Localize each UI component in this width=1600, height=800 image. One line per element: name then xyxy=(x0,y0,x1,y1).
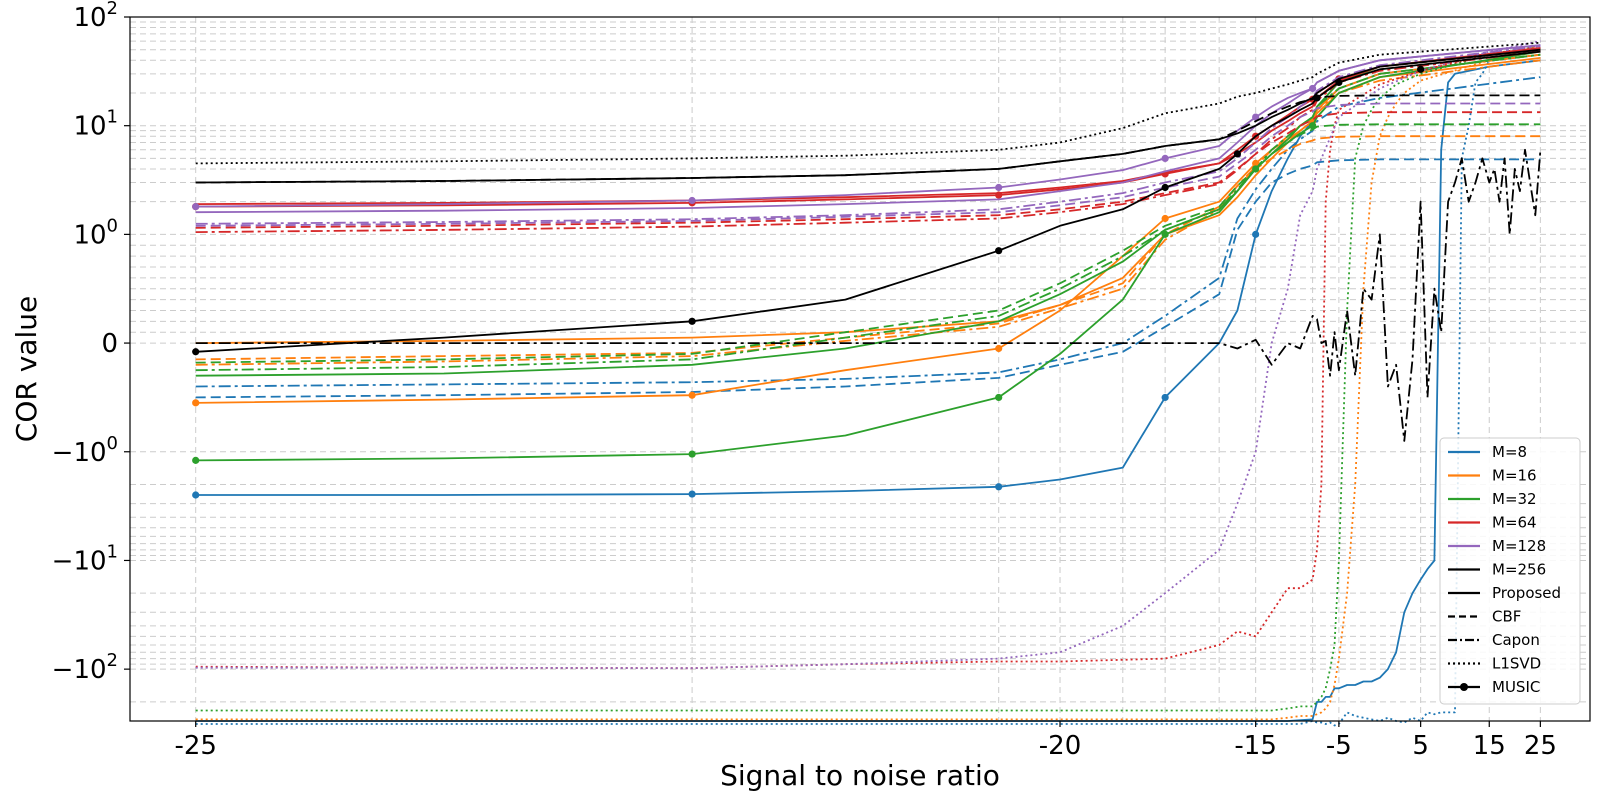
y-tick-label: 100 xyxy=(73,215,118,250)
grid xyxy=(130,16,1590,722)
series-marker xyxy=(1161,154,1169,163)
legend-label: M=32 xyxy=(1492,490,1537,508)
legend-label: MUSIC xyxy=(1492,678,1540,696)
series-marker xyxy=(192,348,200,356)
x-tick-label: -15 xyxy=(1234,731,1276,761)
series-marker xyxy=(995,344,1003,353)
series-line xyxy=(195,148,1542,442)
legend: M=8 M=16 M=32 M=64 M=128 M=256 Proposed CBF Capo… xyxy=(1439,437,1581,705)
series-line xyxy=(195,57,1541,404)
series-marker xyxy=(688,317,696,325)
x-tick-label: 15 xyxy=(1473,731,1506,761)
series-line xyxy=(195,44,1541,721)
y-tick-label: −101 xyxy=(52,541,118,576)
x-tick-labels: -25 -20 -15 -5 5 15 25 xyxy=(174,721,1557,761)
series-marker xyxy=(1233,150,1242,158)
legend-label: M=64 xyxy=(1492,514,1537,532)
series-marker xyxy=(995,191,1003,199)
series-marker xyxy=(688,196,696,205)
series-marker xyxy=(995,247,1003,255)
series-marker xyxy=(192,399,200,407)
series-marker xyxy=(688,490,696,498)
legend-marker xyxy=(1460,683,1468,691)
series-line xyxy=(195,40,1541,670)
series-line xyxy=(195,45,1541,225)
plot-frame xyxy=(129,16,1591,722)
x-axis-label: Signal to noise ratio xyxy=(720,759,1000,792)
x-tick-label: 25 xyxy=(1524,731,1557,761)
plot-lines xyxy=(192,40,1542,727)
series-marker xyxy=(192,203,200,211)
series-marker xyxy=(192,456,200,464)
series-marker xyxy=(1309,84,1317,93)
legend-label: M=256 xyxy=(1492,561,1546,579)
legend-label: Proposed xyxy=(1492,584,1561,602)
series-line xyxy=(195,102,1541,227)
series-line xyxy=(195,59,1541,366)
legend-box xyxy=(1439,437,1581,705)
x-tick-label: -5 xyxy=(1326,731,1352,761)
series-marker xyxy=(1335,78,1343,87)
series-marker xyxy=(995,483,1003,491)
series-marker xyxy=(995,183,1003,192)
series-marker xyxy=(1309,122,1317,130)
series-line xyxy=(195,76,1541,388)
y-axis-label: COR value xyxy=(10,296,43,442)
legend-label: M=16 xyxy=(1492,467,1537,485)
y-tick-label: −100 xyxy=(52,433,118,468)
series-line xyxy=(195,44,1541,712)
series-marker xyxy=(688,391,696,399)
series-marker xyxy=(1161,214,1169,223)
series-line xyxy=(195,44,1541,208)
series-marker xyxy=(1161,393,1169,402)
legend-label: L1SVD xyxy=(1492,655,1541,673)
series-marker xyxy=(1252,165,1260,173)
x-tick-label: -25 xyxy=(174,731,216,761)
y-tick-label: 101 xyxy=(73,107,118,142)
x-tick-label: -20 xyxy=(1039,731,1081,761)
series-marker xyxy=(1252,113,1260,121)
series-marker xyxy=(1417,65,1425,73)
series-marker xyxy=(192,491,200,499)
series-marker xyxy=(1252,230,1260,238)
legend-label: M=128 xyxy=(1492,537,1546,555)
series-marker xyxy=(995,393,1003,402)
series-line xyxy=(195,48,1541,727)
legend-label: M=8 xyxy=(1492,443,1527,461)
legend-label: Capon xyxy=(1492,631,1540,649)
series-line xyxy=(195,123,1541,364)
series-line xyxy=(195,111,1541,229)
legend-label: CBF xyxy=(1492,608,1521,626)
y-tick-label: 102 xyxy=(73,0,118,33)
series-line xyxy=(195,158,1541,399)
y-tick-label: −102 xyxy=(52,650,118,685)
series-marker xyxy=(1161,230,1169,238)
series-marker xyxy=(688,450,696,458)
series-marker xyxy=(1313,94,1321,102)
series-line xyxy=(195,59,1541,722)
series-marker xyxy=(1252,159,1260,167)
y-tick-label: 0 xyxy=(101,329,118,359)
series-marker xyxy=(1161,183,1169,192)
series-line xyxy=(195,41,1541,165)
x-tick-label: 5 xyxy=(1412,731,1429,761)
y-tick-labels: 102 101 100 0 −100 −101 −102 xyxy=(52,0,130,685)
series-line xyxy=(195,53,1541,372)
